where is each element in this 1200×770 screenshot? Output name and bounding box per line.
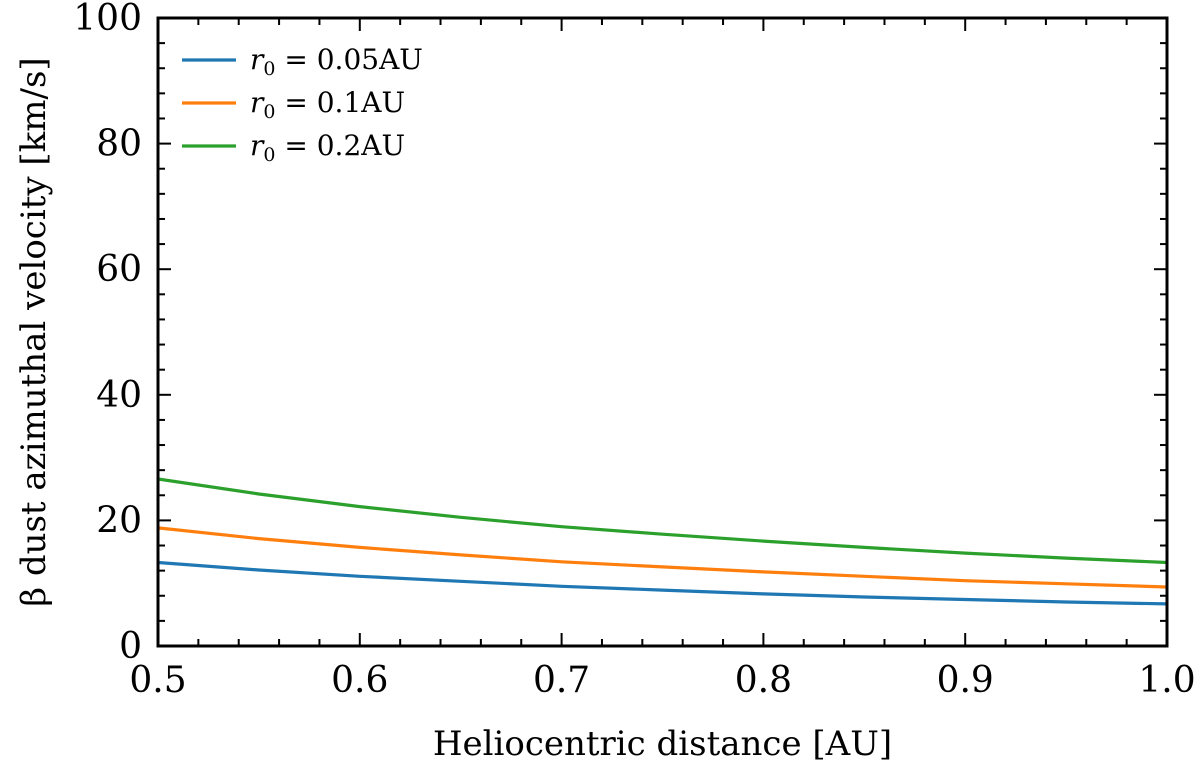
series-line-2 — [157, 477, 1168, 565]
legend-symbol: r — [250, 129, 265, 162]
x-tick-label: 1.0 — [1138, 660, 1195, 701]
series-line-1 — [157, 526, 1168, 589]
legend-symbol: r — [250, 43, 265, 76]
legend-text: = 0.05AU — [275, 43, 422, 76]
ticks-layer — [157, 17, 1168, 647]
legend-subscript: 0 — [263, 101, 275, 123]
legend-symbol: r — [250, 86, 265, 119]
x-tick-label: 0.9 — [937, 660, 994, 701]
y-tick-label: 20 — [96, 500, 142, 541]
y-tick-label: 40 — [96, 375, 142, 416]
y-tick-label: 0 — [119, 626, 142, 667]
series-layer — [157, 477, 1168, 606]
y-tick-label: 100 — [73, 0, 142, 39]
series-line-0 — [157, 560, 1168, 606]
legend-subscript: 0 — [263, 144, 275, 166]
legend-label-1: r0 = 0.1AU — [250, 86, 405, 123]
x-tick-label: 0.5 — [129, 660, 186, 701]
legend-text: = 0.2AU — [275, 129, 405, 162]
y-axis-title: β dust azimuthal velocity [km/s] — [14, 57, 54, 606]
plot-frame — [156, 16, 1169, 648]
y-tick-label: 80 — [96, 124, 142, 165]
legend-label-0: r0 = 0.05AU — [250, 43, 423, 80]
tick-labels-layer: 0.5 0.6 0.7 0.8 0.9 1.0 0 20 40 60 80 100 — [73, 0, 1195, 701]
legend-subscript: 0 — [263, 58, 275, 80]
legend-label-2: r0 = 0.2AU — [250, 129, 405, 166]
x-axis-title: Heliocentric distance [AU] — [433, 724, 892, 764]
legend-text: = 0.1AU — [275, 86, 405, 119]
y-tick-label: 60 — [96, 249, 142, 290]
x-tick-label: 0.6 — [331, 660, 388, 701]
x-tick-label: 0.8 — [735, 660, 792, 701]
x-tick-label: 0.7 — [533, 660, 590, 701]
